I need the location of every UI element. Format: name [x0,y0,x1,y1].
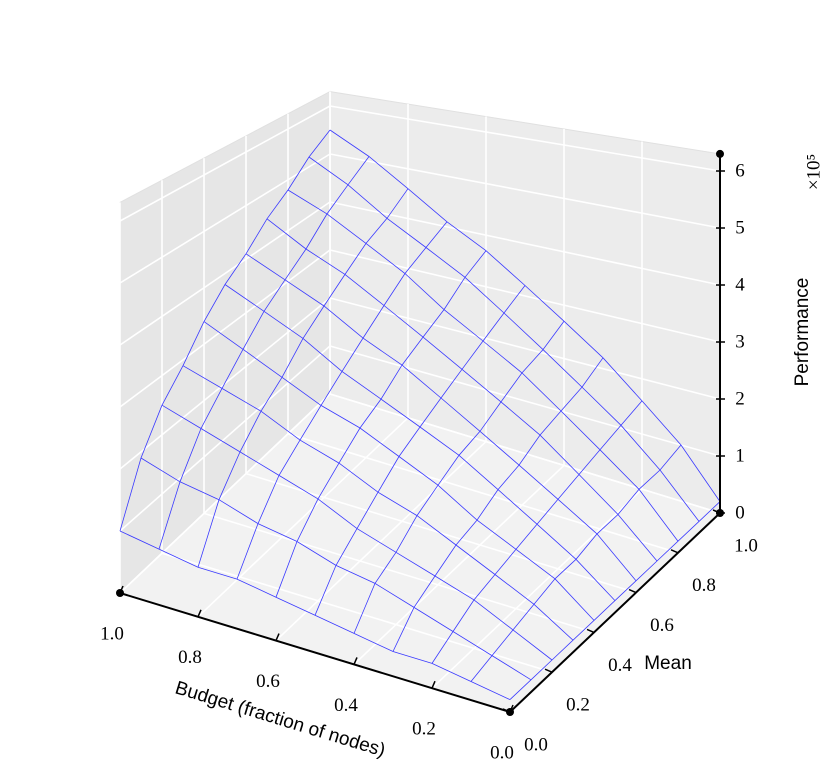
z-axis-label: Performance [792,278,813,387]
y-tick-label: 0.8 [692,575,716,596]
z-tick-label: 5 [735,217,745,238]
grid-line [329,105,721,172]
y-tick-label: 0.2 [566,695,590,716]
grid-line [329,201,721,286]
surface-line [275,250,487,598]
surface-line [158,156,370,550]
axis-end [116,589,124,597]
y-tick-label: 0.0 [524,734,548,755]
grid-line [119,393,331,594]
surface-line [236,221,448,580]
surface-line [470,444,682,682]
z-tick-label: 0 [735,502,745,523]
z-tick-label: 3 [735,331,745,352]
grid-line [329,153,721,229]
surface-line [197,188,409,568]
grid-line [119,201,331,346]
y-axis-label: Mean [644,653,692,674]
surface-line [314,285,526,616]
x-tick-label: 1.0 [100,623,124,644]
y-tick [670,549,679,554]
grid-line [287,433,679,554]
surface-line [392,357,604,652]
grid-line [353,464,565,665]
grid-line [431,488,643,689]
y-tick [544,668,553,673]
y-tick-label: 0.6 [650,615,674,636]
axis-end [716,149,724,158]
y-tick-label: 1.0 [734,535,758,556]
panes [119,90,721,713]
z-tick-label: 1 [735,445,745,466]
grid-line [203,512,595,634]
y-tick-label: 0.4 [608,655,632,676]
grid-line [119,153,331,284]
surface-line [353,320,565,634]
y-tick [586,628,595,634]
surface-line [509,501,721,700]
grid-line [329,393,721,514]
x-tick [431,680,436,689]
y-tick [628,588,637,594]
z-tick-label: 4 [735,274,745,295]
surface-line [431,400,643,664]
grid-line [119,345,331,532]
surface [119,129,721,700]
axis-end [716,509,724,517]
axes: 0.0 0.2 0.4 0.6 0.8 1.0 0.0 0.2 0.4 0.6 0.8 1.0 0 1 2 3… [100,149,758,763]
x-tick [353,657,358,665]
z-offset-label: ×10⁵ [803,154,824,190]
y-axis [509,512,721,713]
x-tick-label: 0.0 [490,742,514,763]
z-tick-label: 2 [735,388,745,409]
x-axis [119,592,511,713]
x-tick-label: 0.8 [178,647,202,668]
grid-line [245,472,637,594]
axis-end [506,708,514,716]
grid-line [275,441,487,642]
grid-line [197,417,409,618]
grid-line [119,105,331,222]
x-tick-label: 0.2 [412,719,436,740]
grid-line [119,249,331,408]
x-axis-label: Budget (fraction of nodes) [173,678,388,762]
x-tick [197,609,202,618]
grid-line [329,345,721,457]
x-tick [275,633,280,641]
grid [119,91,721,713]
surface-line [119,129,331,532]
x-tick-label: 0.4 [334,695,358,716]
x-tick-label: 0.6 [256,671,280,692]
z-tick-label: 6 [735,160,745,181]
